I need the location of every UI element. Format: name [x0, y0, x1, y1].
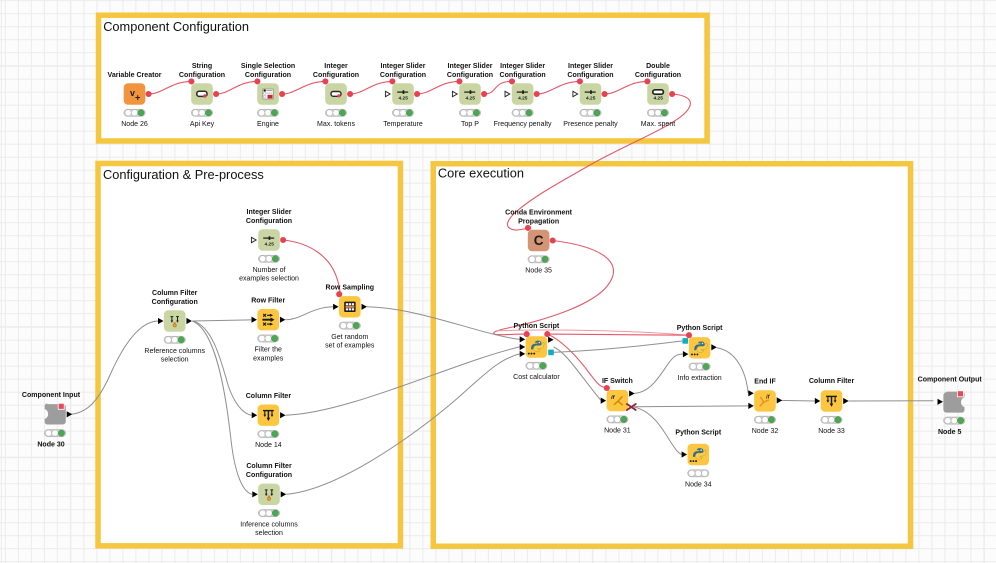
svg-text:Integer: Integer	[324, 61, 348, 70]
svg-text:Number of: Number of	[253, 265, 287, 274]
svg-text:Frequency penalty: Frequency penalty	[494, 119, 552, 128]
svg-text:Reference columns: Reference columns	[144, 346, 205, 355]
svg-text:Configuration: Configuration	[246, 470, 292, 479]
svg-text:selection: selection	[161, 354, 189, 363]
svg-text:Variable Creator: Variable Creator	[108, 70, 162, 79]
svg-text:Configuration: Configuration	[245, 70, 291, 79]
svg-text:Api Key: Api Key	[190, 119, 215, 128]
svg-text:Python Script: Python Script	[675, 427, 721, 436]
svg-text:Max. spent: Max. spent	[641, 119, 675, 128]
svg-text:Integer Slider: Integer Slider	[568, 61, 613, 70]
svg-text:if: if	[766, 394, 770, 400]
svg-text:Propagation: Propagation	[518, 216, 559, 225]
svg-text:Row Filter: Row Filter	[251, 295, 285, 304]
svg-text:Integer Slider: Integer Slider	[448, 61, 493, 70]
svg-text:examples: examples	[253, 353, 283, 362]
svg-text:4.25: 4.25	[586, 95, 596, 101]
svg-text:End IF: End IF	[754, 376, 776, 385]
svg-text:if: if	[611, 395, 616, 401]
svg-text:Configuration: Configuration	[567, 70, 613, 79]
svg-text:Node 31: Node 31	[604, 425, 631, 434]
svg-text:String: String	[192, 61, 212, 70]
svg-text:Configuration: Configuration	[380, 70, 426, 79]
svg-text:Python Script: Python Script	[514, 321, 560, 330]
svg-text:Integer Slider: Integer Slider	[247, 207, 292, 216]
svg-text:+: +	[135, 92, 141, 103]
svg-text:Configuration: Configuration	[500, 70, 546, 79]
svg-text:Node 30: Node 30	[37, 439, 64, 448]
svg-text:Single Selection: Single Selection	[241, 61, 295, 70]
svg-text:v: v	[130, 88, 135, 98]
svg-text:Node 32: Node 32	[752, 426, 779, 435]
svg-text:Double: Double	[646, 61, 670, 70]
svg-text:Configuration: Configuration	[246, 216, 292, 225]
svg-text:Configuration: Configuration	[447, 70, 493, 79]
svg-text:Python Script: Python Script	[677, 323, 723, 332]
svg-text:4.25: 4.25	[265, 241, 275, 247]
svg-text:Node 33: Node 33	[818, 426, 845, 435]
svg-text:Engine: Engine	[257, 119, 279, 128]
svg-text:Node 14: Node 14	[255, 440, 282, 449]
svg-text:Node 5: Node 5	[938, 427, 961, 436]
svg-text:4.25: 4.25	[466, 95, 476, 101]
svg-text:set of examples: set of examples	[325, 340, 375, 349]
svg-text:4.25: 4.25	[518, 95, 528, 101]
svg-text:Temperature: Temperature	[383, 119, 423, 128]
svg-text:Inference columns: Inference columns	[240, 519, 298, 528]
svg-text:Column Filter: Column Filter	[152, 288, 198, 297]
svg-text:Configuration: Configuration	[152, 297, 198, 306]
svg-text:C: C	[534, 233, 544, 248]
svg-text:Get random: Get random	[331, 332, 368, 341]
svg-text:Row Sampling: Row Sampling	[326, 282, 374, 291]
svg-text:Column Filter: Column Filter	[246, 461, 292, 470]
svg-text:Node 35: Node 35	[525, 265, 552, 274]
svg-text:Configuration: Configuration	[635, 70, 681, 79]
svg-text:Presence penalty: Presence penalty	[563, 119, 618, 128]
svg-text:examples selection: examples selection	[239, 273, 299, 282]
svg-text:selection: selection	[255, 528, 283, 537]
svg-text:Conda Environment: Conda Environment	[505, 207, 572, 216]
svg-text:Cost calculator: Cost calculator	[513, 372, 560, 381]
svg-text:Configuration & Pre-process: Configuration & Pre-process	[103, 167, 264, 182]
svg-text:Max. tokens: Max. tokens	[317, 119, 355, 128]
svg-text:4.25: 4.25	[399, 95, 409, 101]
svg-text:Column Filter: Column Filter	[809, 376, 855, 385]
svg-text:Component Input: Component Input	[22, 390, 81, 399]
svg-text:Node 34: Node 34	[685, 479, 712, 488]
svg-text:Configuration: Configuration	[313, 70, 359, 79]
svg-text:4.25: 4.25	[654, 95, 664, 101]
svg-text:Integer Slider: Integer Slider	[381, 61, 426, 70]
svg-text:Info extraction: Info extraction	[677, 373, 721, 382]
svg-text:Node 26: Node 26	[121, 119, 148, 128]
svg-text:Column Filter: Column Filter	[246, 391, 292, 400]
svg-text:Integer Slider: Integer Slider	[500, 61, 545, 70]
svg-text:Top P: Top P	[461, 119, 479, 128]
svg-text:IF Switch: IF Switch	[602, 376, 633, 385]
svg-text:Component Output: Component Output	[918, 374, 983, 383]
svg-text:Core execution: Core execution	[438, 166, 524, 181]
svg-text:Filter the: Filter the	[255, 344, 282, 353]
svg-text:Component Configuration: Component Configuration	[103, 19, 249, 34]
svg-text:Configuration: Configuration	[179, 70, 225, 79]
